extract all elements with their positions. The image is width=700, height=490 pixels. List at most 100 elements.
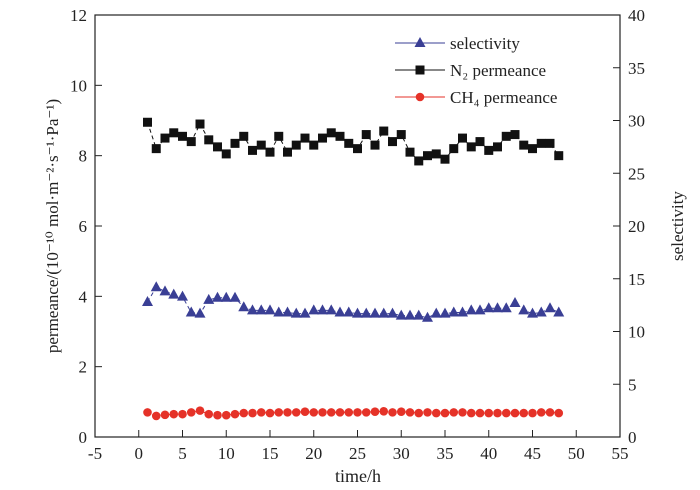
y-tick-label: 4 bbox=[79, 287, 88, 306]
data-point bbox=[247, 304, 258, 315]
data-point bbox=[360, 307, 372, 318]
data-point bbox=[361, 408, 371, 417]
x-tick-label: 50 bbox=[568, 444, 585, 463]
data-point bbox=[405, 408, 415, 417]
data-point bbox=[309, 408, 319, 417]
data-point bbox=[185, 306, 197, 317]
data-point bbox=[369, 307, 381, 318]
data-point bbox=[553, 306, 565, 317]
data-point bbox=[265, 147, 275, 157]
series-circle bbox=[143, 406, 564, 421]
data-point bbox=[475, 137, 485, 147]
data-point bbox=[379, 407, 389, 416]
data-point bbox=[554, 151, 564, 161]
data-point bbox=[335, 408, 345, 417]
x-tick-label: 35 bbox=[437, 444, 454, 463]
legend-label: selectivity bbox=[450, 34, 520, 53]
data-point bbox=[178, 131, 187, 141]
y2-tick-label: 25 bbox=[628, 164, 645, 183]
data-point bbox=[248, 145, 257, 155]
y-tick-label: 12 bbox=[70, 6, 87, 25]
x-tick-label: 15 bbox=[262, 444, 279, 463]
data-point bbox=[143, 408, 152, 417]
data-point bbox=[343, 306, 355, 317]
data-point bbox=[528, 408, 537, 418]
data-point bbox=[458, 133, 467, 143]
data-point bbox=[221, 149, 231, 159]
data-point bbox=[484, 408, 494, 418]
x-tick-label: 45 bbox=[524, 444, 541, 463]
data-point bbox=[204, 409, 214, 419]
data-point bbox=[326, 128, 336, 138]
data-point bbox=[370, 407, 380, 416]
legend-label: N₂ permeance bbox=[450, 61, 546, 80]
y2-axis-label: selectivity bbox=[668, 191, 687, 261]
y-tick-label: 0 bbox=[79, 428, 88, 447]
data-point bbox=[229, 291, 241, 302]
data-point bbox=[413, 309, 425, 320]
data-point bbox=[440, 408, 450, 418]
data-point bbox=[299, 307, 311, 318]
data-point bbox=[300, 133, 310, 143]
data-point bbox=[143, 117, 152, 127]
x-axis-label: time/h bbox=[335, 466, 381, 486]
data-point bbox=[274, 131, 284, 141]
data-point bbox=[440, 154, 450, 164]
data-point bbox=[283, 408, 292, 417]
data-point bbox=[353, 408, 362, 417]
data-point bbox=[414, 156, 424, 166]
data-point bbox=[213, 410, 222, 420]
data-point bbox=[169, 409, 179, 419]
data-point bbox=[239, 131, 249, 141]
y2-tick-label: 5 bbox=[628, 375, 637, 394]
data-point bbox=[291, 408, 301, 417]
data-point bbox=[264, 304, 276, 315]
data-point bbox=[256, 408, 266, 417]
legend: selectivity N₂ permeance CH₄ permeance bbox=[395, 34, 557, 107]
y2-tick-label: 20 bbox=[628, 217, 645, 236]
data-point bbox=[290, 307, 302, 318]
data-point bbox=[387, 307, 398, 318]
y-axis-label: permeance/(10⁻¹⁰ mol·m⁻²·s⁻¹·Pa⁻¹) bbox=[43, 99, 62, 353]
data-point bbox=[449, 408, 459, 417]
data-point bbox=[430, 307, 442, 318]
legend-marker bbox=[415, 65, 425, 75]
data-point bbox=[484, 145, 494, 155]
data-point bbox=[519, 408, 529, 418]
data-point bbox=[493, 408, 502, 418]
data-point bbox=[395, 309, 407, 320]
data-point bbox=[370, 140, 380, 150]
x-tick-label: 55 bbox=[612, 444, 629, 463]
data-point bbox=[423, 408, 432, 417]
x-tick-label: 20 bbox=[305, 444, 322, 463]
data-point bbox=[274, 408, 284, 417]
y2-tick-label: 35 bbox=[628, 59, 645, 78]
data-point bbox=[510, 130, 520, 140]
data-point bbox=[396, 407, 406, 416]
data-point bbox=[396, 130, 406, 140]
data-point bbox=[177, 290, 188, 301]
data-point bbox=[194, 307, 206, 318]
data-point bbox=[282, 306, 293, 317]
data-point bbox=[335, 131, 345, 141]
y-tick-label: 2 bbox=[79, 358, 88, 377]
data-point bbox=[361, 130, 371, 140]
series-triangle bbox=[142, 281, 565, 322]
data-point bbox=[186, 408, 196, 417]
data-point bbox=[255, 304, 267, 315]
data-point bbox=[536, 138, 546, 148]
data-point bbox=[449, 144, 459, 154]
data-point bbox=[492, 302, 503, 313]
y-tick-label: 10 bbox=[70, 76, 87, 95]
data-point bbox=[317, 304, 328, 315]
data-point bbox=[334, 306, 346, 317]
data-point bbox=[510, 408, 520, 418]
x-tick-label: 25 bbox=[349, 444, 366, 463]
data-point bbox=[388, 137, 397, 147]
data-point bbox=[501, 131, 511, 141]
data-point bbox=[204, 135, 214, 145]
data-point bbox=[169, 128, 179, 138]
data-point bbox=[475, 408, 485, 418]
data-point bbox=[238, 301, 250, 312]
data-point bbox=[465, 304, 477, 315]
